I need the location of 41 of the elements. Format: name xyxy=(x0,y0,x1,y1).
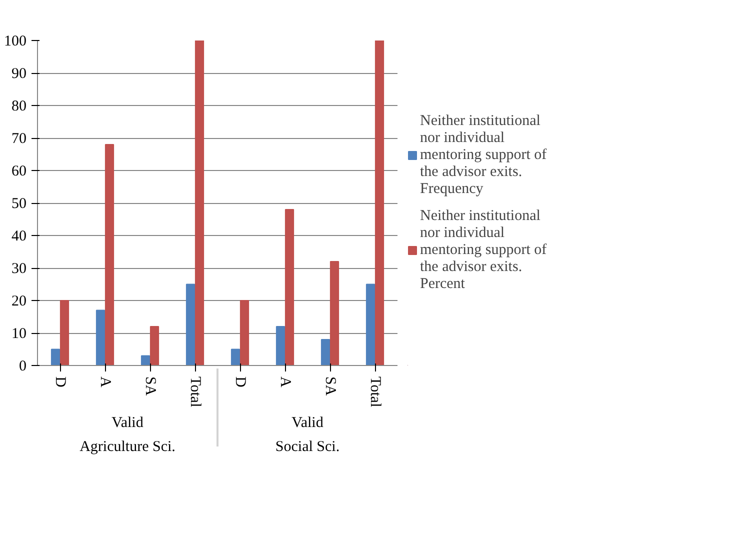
text: Valid xyxy=(112,415,144,432)
bar xyxy=(150,326,160,366)
bar xyxy=(240,300,250,366)
bar xyxy=(276,326,286,366)
bar xyxy=(60,300,70,366)
x-tick-label: D xyxy=(232,376,248,388)
y-tick-label: 100 xyxy=(4,34,26,50)
text: Agriculture Sci. xyxy=(80,439,176,456)
bar xyxy=(50,348,60,366)
y-tick-label: 10 xyxy=(12,326,26,342)
bar xyxy=(104,144,114,366)
bar xyxy=(194,40,204,366)
legend-label: Neither institutional nor individual mentoring support of the advisor exits. Frequency xyxy=(420,112,547,198)
bar xyxy=(230,348,240,366)
x-tick-label: Total xyxy=(187,376,203,408)
y-tick-label: 30 xyxy=(12,261,26,277)
legend-label: Neither institutional nor individual mentoring support of the advisor exits. Percent xyxy=(420,208,547,292)
y-tick-label: 0 xyxy=(19,358,26,374)
bar xyxy=(366,284,376,366)
y-tick-label: 40 xyxy=(12,228,26,244)
bar xyxy=(96,310,106,366)
x-tick-label: A xyxy=(97,376,113,388)
bar xyxy=(284,209,294,366)
y-tick-label: 70 xyxy=(12,131,26,147)
y-tick-label: 20 xyxy=(12,294,26,310)
x-tick-label: SA xyxy=(322,376,338,396)
bar xyxy=(320,339,330,366)
bar xyxy=(330,261,340,366)
x-tick-label: SA xyxy=(142,376,158,396)
text: Social Sci. xyxy=(275,439,340,456)
x-tick-label: A xyxy=(277,376,293,388)
x-tick-label: Total xyxy=(367,376,383,408)
y-tick-label: 60 xyxy=(12,164,26,180)
bar xyxy=(140,355,150,366)
bar xyxy=(374,40,384,366)
text: Valid xyxy=(292,415,324,432)
bar xyxy=(186,284,196,366)
y-tick-label: 90 xyxy=(12,66,26,82)
x-tick-label: D xyxy=(52,376,68,388)
y-tick-label: 50 xyxy=(12,196,26,212)
y-tick-label: 80 xyxy=(12,98,26,114)
